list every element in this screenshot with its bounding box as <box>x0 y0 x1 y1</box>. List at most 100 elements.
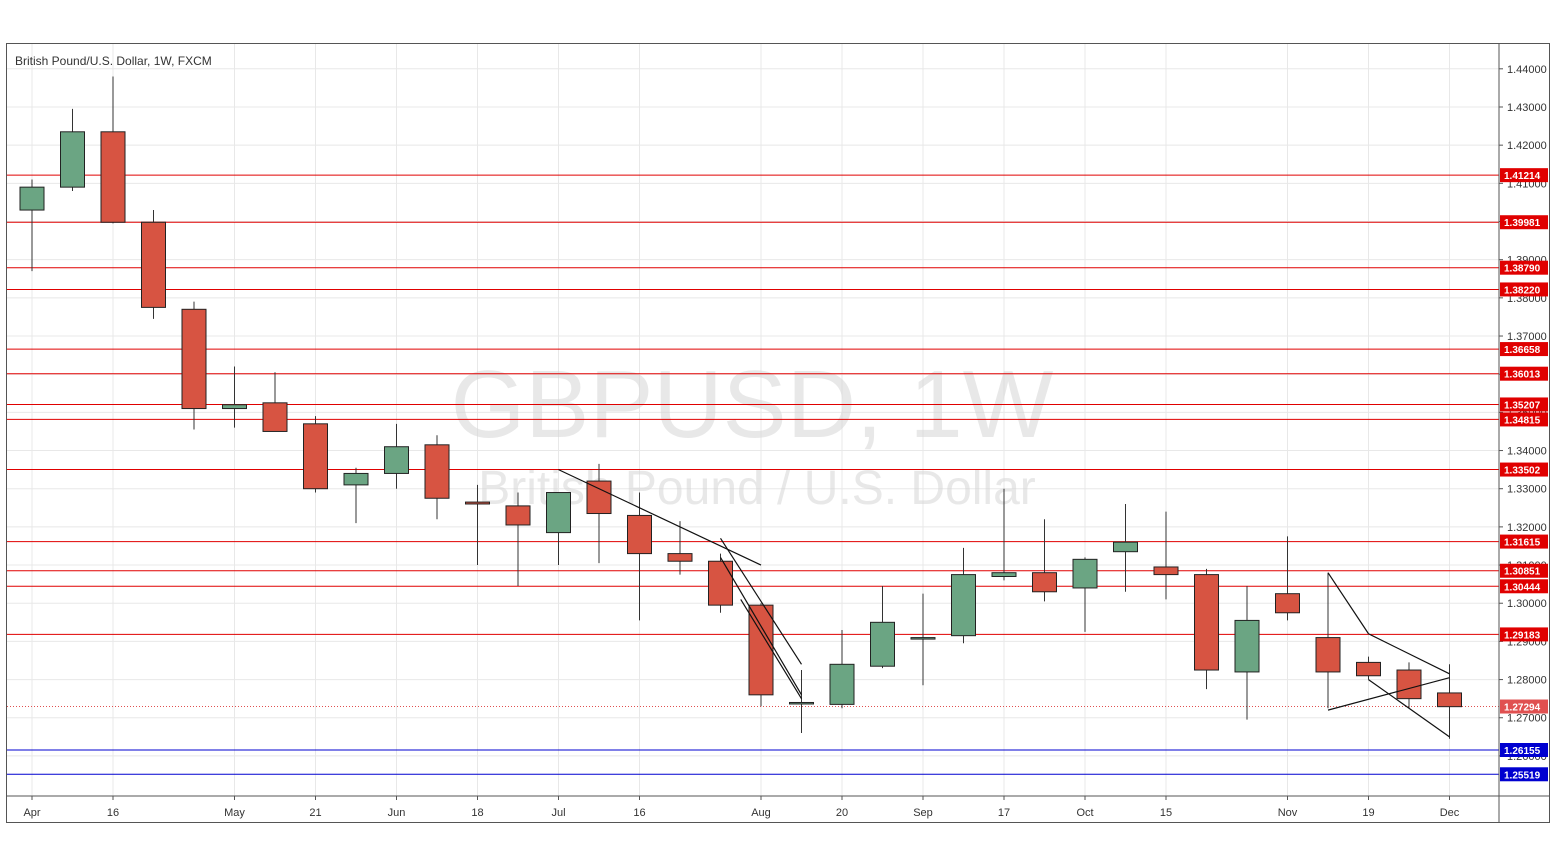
level-label: 1.35207 <box>1504 400 1541 411</box>
level-label: 1.33502 <box>1504 466 1541 477</box>
y-tick-label: 1.39000 <box>1507 255 1547 267</box>
candle-body-bearish <box>424 444 450 499</box>
level-label: 1.26155 <box>1504 746 1541 757</box>
candle-body-bullish <box>1234 619 1260 673</box>
level-label: 1.29183 <box>1504 630 1541 641</box>
candle-body-bearish <box>1396 669 1422 700</box>
trendlines <box>558 469 1450 738</box>
level-label: 1.41214 <box>1504 171 1541 182</box>
level-label: 1.30851 <box>1504 567 1541 578</box>
trendline <box>1368 679 1450 738</box>
candle-body-bearish <box>1032 572 1057 593</box>
candle-body-bullish <box>222 404 247 410</box>
level-label-bg <box>1500 627 1548 642</box>
level-label-bg <box>1500 282 1548 297</box>
candle-body-bearish <box>1194 574 1219 671</box>
level-labels: 1.41214 1.39981 1.38790 1.38220 1.36658 1.360… <box>1500 168 1548 782</box>
x-tick-label: 21 <box>309 807 321 819</box>
y-tick-label: 1.27000 <box>1507 713 1547 725</box>
trendline <box>719 538 803 665</box>
watermark: GBPUSD, 1W British Pound / U.S. Dollar <box>451 351 1054 515</box>
current-price-label-bg <box>1500 699 1548 714</box>
time-axis[interactable]: Apr 16 May 21 Jun 18 Jul 16 Aug 20 Sep 17 Oct 15 Nov 19… <box>23 796 1460 819</box>
level-label-bg <box>1500 767 1548 782</box>
candle-body-bullish <box>19 186 45 211</box>
candle-body-bearish <box>667 553 693 562</box>
watermark-name: British Pound / U.S. Dollar <box>478 462 1036 515</box>
x-tick-label: Oct <box>1076 807 1093 819</box>
level-label: 1.39981 <box>1504 218 1541 229</box>
x-tick-label: Apr <box>23 807 40 819</box>
price-chart[interactable]: GBPUSD, 1W British Pound / U.S. Dollar 1… <box>7 44 1549 822</box>
candle-body-bearish <box>303 423 328 490</box>
trendline <box>1327 572 1370 635</box>
grid-lines <box>7 44 1499 796</box>
level-label-bg <box>1500 366 1548 381</box>
candle-body-bullish <box>789 701 814 705</box>
y-tick-label: 1.43000 <box>1507 102 1547 114</box>
x-tick-label: 16 <box>107 807 119 819</box>
y-tick-label: 1.30000 <box>1507 598 1547 610</box>
x-tick-label: 16 <box>633 807 645 819</box>
candle-body-bullish <box>60 131 85 188</box>
level-label-bg <box>1500 579 1548 594</box>
candle-body-bearish <box>1153 566 1179 576</box>
candle-body-bearish <box>1356 661 1381 677</box>
candle-body-bearish <box>100 131 126 223</box>
y-tick-label: 1.44000 <box>1507 64 1547 76</box>
level-label: 1.34815 <box>1504 415 1541 426</box>
y-tick-label: 1.33000 <box>1507 484 1547 496</box>
candle-body-bearish <box>586 480 612 515</box>
trendline <box>740 599 803 699</box>
candle-body-bullish <box>870 621 895 667</box>
trendline <box>1368 633 1450 675</box>
x-tick-label: Nov <box>1278 807 1298 819</box>
candle-body-bearish <box>465 501 490 505</box>
y-tick-label: 1.42000 <box>1507 140 1547 152</box>
level-label: 1.25519 <box>1504 770 1541 781</box>
candle-body-bearish <box>262 402 288 432</box>
current-price-label: 1.27294 <box>1504 703 1541 714</box>
level-label: 1.36658 <box>1504 345 1541 356</box>
x-tick-label: 17 <box>998 807 1010 819</box>
candle-body-bearish <box>505 505 531 526</box>
x-tick-label: 19 <box>1362 807 1374 819</box>
level-label-bg <box>1500 412 1548 427</box>
y-tick-label: 1.32000 <box>1507 522 1547 534</box>
level-label-bg <box>1500 215 1548 230</box>
candle-body-bullish <box>384 446 409 474</box>
x-tick-label: Sep <box>913 807 933 819</box>
level-label: 1.36013 <box>1504 370 1541 381</box>
x-tick-label: Jun <box>388 807 406 819</box>
x-tick-label: Aug <box>751 807 771 819</box>
level-label-bg <box>1500 563 1548 578</box>
level-label-bg <box>1500 168 1548 183</box>
horizontal-levels <box>7 174 1499 775</box>
candle-body-bullish <box>546 492 571 534</box>
candle-body-bullish <box>910 637 936 640</box>
x-tick-label: Dec <box>1440 807 1460 819</box>
candle-body-bullish <box>343 472 369 486</box>
level-label: 1.30444 <box>1504 582 1541 593</box>
level-label: 1.38220 <box>1504 285 1541 296</box>
candle-body-bullish <box>991 572 1017 578</box>
candle-body-bearish <box>1437 692 1462 708</box>
level-label: 1.31615 <box>1504 538 1541 549</box>
level-label-bg <box>1500 260 1548 275</box>
candle-body-bearish <box>627 514 652 555</box>
level-label-bg <box>1500 342 1548 357</box>
level-label-bg <box>1500 743 1548 758</box>
x-tick-label: 15 <box>1160 807 1172 819</box>
trendline <box>719 557 803 696</box>
level-label-bg <box>1500 534 1548 549</box>
candle-body-bullish <box>829 663 855 705</box>
candle-body-bearish <box>708 560 733 606</box>
level-label-bg <box>1500 462 1548 477</box>
level-label-bg <box>1500 397 1548 412</box>
candle-body-bullish <box>951 574 976 637</box>
candle-body-bullish <box>1072 558 1098 589</box>
chart-title: British Pound/U.S. Dollar, 1W, FXCM <box>15 54 212 68</box>
candle-body-bearish <box>1315 637 1341 673</box>
x-tick-label: 18 <box>471 807 483 819</box>
chart-frame: GBPUSD, 1W British Pound / U.S. Dollar 1… <box>6 43 1550 823</box>
